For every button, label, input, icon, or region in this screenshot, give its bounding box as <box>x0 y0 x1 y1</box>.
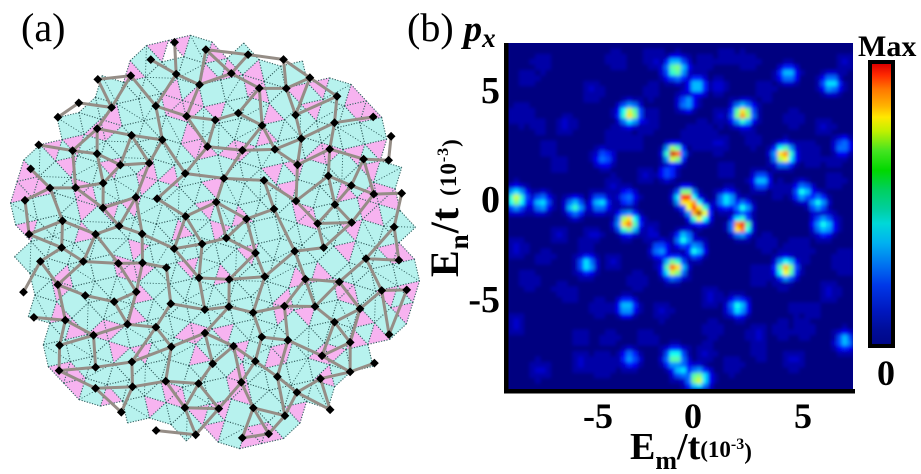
svg-text:En/t (10-3): En/t (10-3) <box>422 138 474 277</box>
svg-text:-5: -5 <box>468 279 500 321</box>
svg-text:(b) px: (b) px <box>407 5 496 53</box>
svg-text:5: 5 <box>481 70 500 112</box>
svg-text:-5: -5 <box>583 396 613 436</box>
svg-text:0: 0 <box>684 396 702 436</box>
svg-text:0: 0 <box>877 353 895 393</box>
svg-text:5: 5 <box>794 396 812 436</box>
svg-text:0: 0 <box>481 179 500 221</box>
svg-text:Max: Max <box>858 30 916 63</box>
svg-text:(a): (a) <box>21 5 65 50</box>
